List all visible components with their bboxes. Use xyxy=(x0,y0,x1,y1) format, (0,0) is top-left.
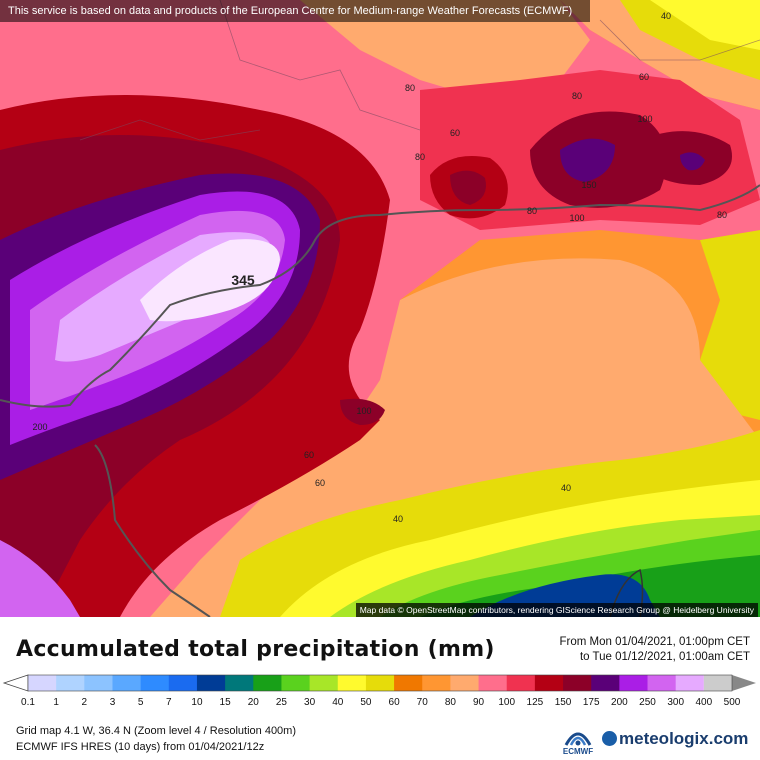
contour-label: 60 xyxy=(314,478,326,488)
contour-label: 150 xyxy=(581,180,597,190)
legend-tick-label: 70 xyxy=(416,697,428,708)
legend-swatch xyxy=(309,675,339,691)
meteologix-logo[interactable]: meteologix.com xyxy=(602,729,748,749)
max-value-label: 345 xyxy=(231,272,255,288)
legend-swatch xyxy=(56,675,85,691)
legend-swatch xyxy=(140,675,170,691)
contour-label: 100 xyxy=(356,406,372,416)
legend-swatch xyxy=(168,675,198,691)
legend-swatch xyxy=(84,675,113,691)
legend-swatch xyxy=(647,675,677,691)
legend-tick-label: 40 xyxy=(332,697,344,708)
legend-tick-label: 50 xyxy=(360,697,372,708)
contour-label: 80 xyxy=(414,152,426,162)
legend-swatch xyxy=(422,675,451,691)
ecmwf-logo-icon xyxy=(564,732,592,746)
legend-swatch xyxy=(337,675,367,691)
legend-tick-label: 175 xyxy=(582,697,600,708)
legend-swatch xyxy=(619,675,649,691)
legend-swatch xyxy=(591,675,620,691)
legend-tick-label: 1 xyxy=(53,697,59,708)
ecmwf-logo-text: ECMWF xyxy=(562,747,594,756)
contour-label: 80 xyxy=(404,83,416,93)
legend-tick-label: 25 xyxy=(275,697,287,708)
legend-swatch xyxy=(394,675,423,691)
legend-ticks: 0.1 1 2 3 5 7 10 15 20 25 30 40 50 60 70 80 90 100 125 150 1… xyxy=(0,697,760,711)
legend-tick-label: 7 xyxy=(166,697,172,708)
grid-info: Grid map 4.1 W, 36.4 N (Zoom level 4 / R… xyxy=(16,725,297,737)
legend-tick-label: 0.1 xyxy=(21,697,35,708)
contour-label: 100 xyxy=(569,213,585,223)
legend-tick-label: 5 xyxy=(137,697,144,708)
legend-arrow-left xyxy=(2,674,29,692)
legend-swatch xyxy=(450,675,480,691)
legend-swatch xyxy=(365,675,395,691)
contour-label: 40 xyxy=(660,11,672,21)
legend-swatch xyxy=(28,675,57,691)
contour-label: 100 xyxy=(637,114,653,124)
period-from: From Mon 01/04/2021, 01:00pm CET xyxy=(559,636,751,648)
contour-label: 200 xyxy=(32,422,48,432)
legend-swatch xyxy=(225,675,254,691)
contour-label: 80 xyxy=(571,91,583,101)
time-period: From Mon 01/04/2021, 01:00pm CET to Tue … xyxy=(560,635,751,665)
legend-swatch xyxy=(703,675,732,691)
legend-swatch xyxy=(675,675,705,691)
legend-swatch xyxy=(534,675,564,691)
contour-label: 80 xyxy=(526,206,538,216)
color-legend-svg xyxy=(2,674,756,692)
legend-tick-label: 80 xyxy=(444,697,456,708)
legend-tick-label: 300 xyxy=(667,697,685,708)
legend-tick-label: 2 xyxy=(81,697,88,708)
map-svg xyxy=(0,0,760,617)
legend-swatch xyxy=(253,675,282,691)
precipitation-map[interactable]: This service is based on data and produc… xyxy=(0,0,760,617)
legend-arrow-right xyxy=(732,675,756,691)
legend-swatch xyxy=(506,675,536,691)
contour-label: 60 xyxy=(303,450,315,460)
legend-tick-label: 100 xyxy=(498,697,516,708)
contour-label: 40 xyxy=(560,483,572,493)
legend-swatch xyxy=(112,675,142,691)
meteologix-logo-text: meteologix.com xyxy=(619,729,749,748)
legend-tick-label: 150 xyxy=(554,697,572,708)
legend-tick-label: 500 xyxy=(723,697,741,708)
color-legend xyxy=(0,671,760,697)
legend-tick-label: 60 xyxy=(388,697,400,708)
meteologix-globe-icon xyxy=(602,731,617,746)
legend-swatch xyxy=(478,675,508,691)
legend-tick-label: 250 xyxy=(639,697,656,708)
legend-tick-label: 30 xyxy=(304,697,316,708)
contour-label: 60 xyxy=(449,128,461,138)
legend-tick-label: 3 xyxy=(109,697,116,708)
legend-tick-label: 90 xyxy=(472,697,485,708)
contour-label: 80 xyxy=(716,210,728,220)
legend-tick-label: 15 xyxy=(219,697,231,708)
legend-outline xyxy=(27,674,733,692)
legend-swatch xyxy=(196,675,226,691)
ecmwf-banner: This service is based on data and produc… xyxy=(0,0,590,22)
ecmwf-logo[interactable]: ECMWF xyxy=(558,723,598,757)
model-info: ECMWF IFS HRES (10 days) from 01/04/2021… xyxy=(16,741,265,753)
legend-tick-label: 125 xyxy=(526,697,544,708)
period-to: to Tue 01/12/2021, 01:00am CET xyxy=(579,651,750,663)
map-title: Accumulated total precipitation (mm) xyxy=(16,637,495,662)
contour-label: 40 xyxy=(392,514,404,524)
contour-label: 60 xyxy=(638,72,650,82)
legend-tick-label: 10 xyxy=(191,697,203,708)
legend-swatch xyxy=(281,675,311,691)
legend-tick-label: 20 xyxy=(247,697,259,708)
map-attribution: Map data © OpenStreetMap contributors, r… xyxy=(355,603,758,617)
legend-tick-label: 200 xyxy=(611,697,628,708)
footer-panel: Accumulated total precipitation (mm) Fro… xyxy=(0,617,760,760)
legend-swatch xyxy=(563,675,592,691)
legend-tick-label: 400 xyxy=(695,697,713,708)
